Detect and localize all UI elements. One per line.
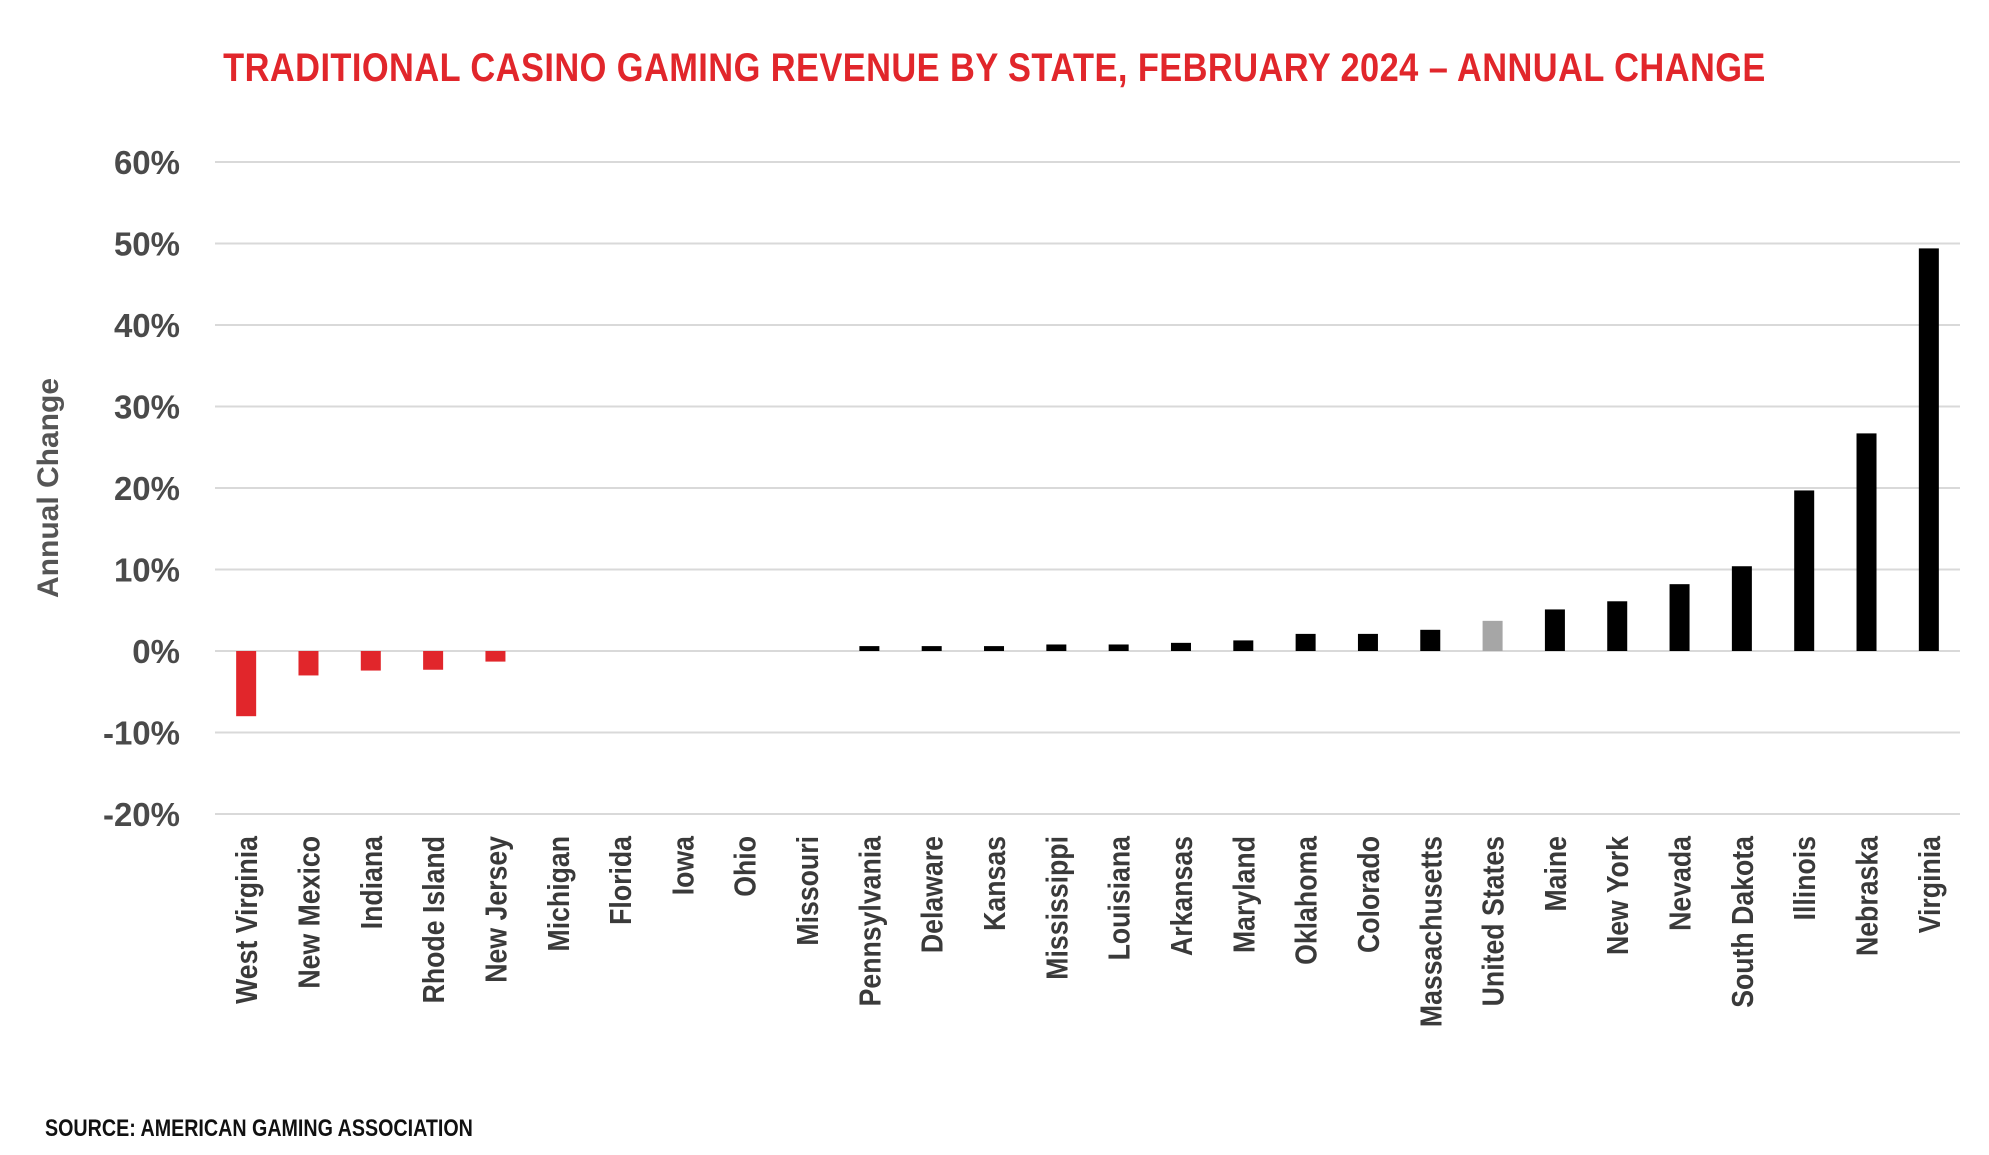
x-tick-label: Florida (604, 835, 638, 925)
bar-maryland (1233, 640, 1254, 651)
x-tick-label: West Virginia (230, 835, 264, 1004)
x-tick-label: Nevada (1664, 835, 1698, 931)
x-tick-label: Kansas (978, 836, 1012, 931)
y-tick-label: 60% (114, 144, 180, 181)
bar-kansas (984, 646, 1005, 651)
y-tick-label: -20% (103, 796, 180, 833)
bar-louisiana (1108, 644, 1129, 651)
x-tick-label: Rhode Island (417, 836, 451, 1003)
x-tick-label: Pennsylvania (854, 835, 888, 1006)
x-tick-label: Maryland (1227, 836, 1261, 953)
bar-nevada (1669, 584, 1690, 651)
x-tick-label: Oklahoma (1290, 835, 1324, 965)
x-axis-categories: West Virginia New Mexico Indiana Rhode Isla… (230, 835, 1947, 1027)
bar-west-virginia (236, 651, 257, 717)
x-tick-label: United States (1477, 836, 1511, 1006)
y-tick-label: 50% (114, 226, 180, 263)
bar-united-states (1482, 620, 1503, 651)
bar-virginia (1918, 248, 1939, 651)
y-tick-label: 40% (114, 307, 180, 344)
bar-colorado (1357, 633, 1378, 651)
x-tick-label: Massachusetts (1414, 836, 1448, 1027)
y-tick-label: 10% (114, 552, 180, 589)
bar-new-mexico (298, 651, 319, 676)
x-tick-label: Louisiana (1103, 835, 1137, 960)
bar-mississippi (1046, 644, 1067, 651)
y-tick-label: 30% (114, 389, 180, 426)
chart-title: TRADITIONAL CASINO GAMING REVENUE BY STA… (223, 46, 1766, 90)
x-tick-label: Virginia (1913, 835, 1947, 933)
y-axis-label: Annual Change (32, 378, 65, 598)
bar-new-york (1607, 601, 1628, 651)
x-tick-label: Colorado (1352, 836, 1386, 953)
bars (236, 248, 1939, 717)
bar-rhode-island (423, 651, 444, 670)
x-tick-label: Arkansas (1165, 836, 1199, 956)
gridlines (215, 161, 1960, 815)
bar-pennsylvania (859, 646, 880, 651)
bar-oklahoma (1295, 633, 1316, 651)
bar-illinois (1794, 490, 1815, 651)
x-tick-label: South Dakota (1726, 835, 1760, 1008)
bar-arkansas (1170, 642, 1191, 651)
bar-new-jersey (485, 651, 506, 662)
bar-indiana (360, 651, 381, 671)
bar-south-dakota (1731, 566, 1752, 651)
x-tick-label: Ohio (729, 836, 763, 897)
x-tick-label: Delaware (916, 836, 950, 953)
x-tick-label: Nebraska (1851, 835, 1885, 956)
y-tick-label: -10% (103, 715, 180, 752)
bar-maine (1544, 609, 1565, 651)
x-tick-label: Missouri (791, 836, 825, 946)
bar-delaware (921, 646, 942, 651)
bar-nebraska (1856, 433, 1877, 651)
source-note: SOURCE: AMERICAN GAMING ASSOCIATION (45, 1115, 473, 1142)
y-axis-ticks: -20% -10% 0% 10% 20% 30% 40% 50% 60% (103, 144, 180, 833)
x-tick-label: New Mexico (293, 836, 327, 989)
x-tick-label: Indiana (355, 835, 389, 929)
x-tick-label: Iowa (667, 835, 701, 895)
bar-massachusetts (1420, 629, 1441, 651)
y-tick-label: 20% (114, 470, 180, 507)
y-tick-label: 0% (132, 633, 180, 670)
x-tick-label: Michigan (542, 836, 576, 952)
x-tick-label: New Jersey (480, 836, 514, 983)
x-tick-label: Illinois (1788, 836, 1822, 920)
x-tick-label: Maine (1539, 836, 1573, 912)
x-tick-label: Mississippi (1041, 836, 1075, 980)
x-tick-label: New York (1601, 835, 1635, 955)
